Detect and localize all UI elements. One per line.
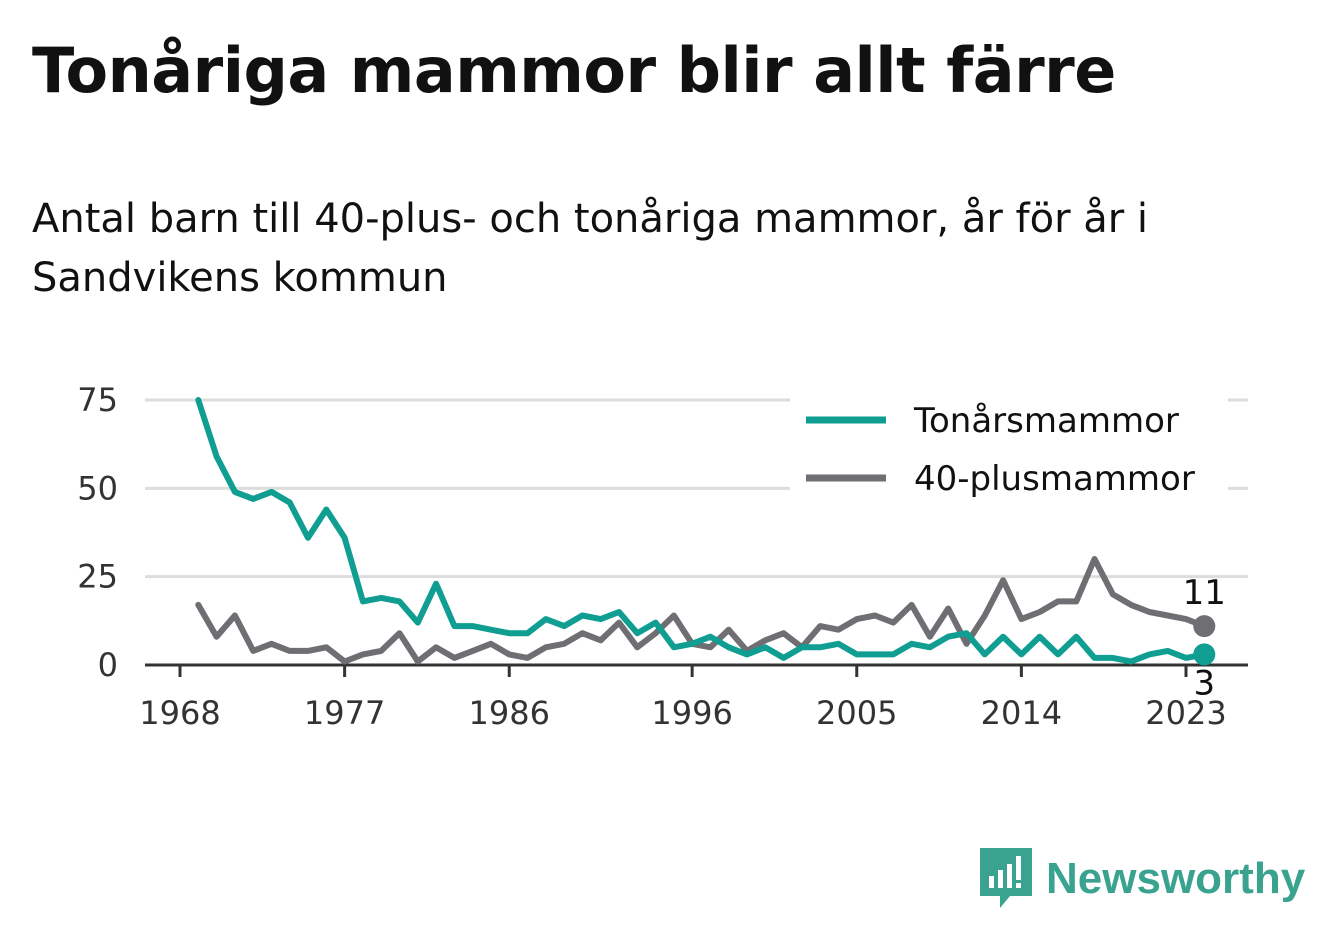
- end-markers: 3 11: [1183, 573, 1226, 703]
- chart-subtitle: Antal barn till 40-plus- och tonåriga ma…: [32, 196, 1149, 301]
- x-axis-ticks: 1968 1977 1986 1996 2005 2014 2023: [139, 665, 1227, 732]
- end-point-marker: [1193, 615, 1216, 638]
- brand-name: Newsworthy: [1046, 854, 1306, 903]
- x-tick-label: 2005: [816, 694, 897, 732]
- brand-logo: Newsworthy: [980, 848, 1305, 910]
- end-value-label: 3: [1193, 663, 1215, 703]
- legend-background: [790, 390, 1228, 512]
- x-tick-label: 1986: [469, 694, 550, 732]
- x-tick-label: 2014: [981, 694, 1062, 732]
- legend-label: 40-plusmammor: [914, 459, 1195, 499]
- end-value-label: 11: [1183, 573, 1226, 613]
- newsworthy-logo-icon: [980, 848, 1032, 908]
- line-chart: 0 25 50 75 1968 1977 1986 1996 2005 2014 2023 Ton…: [77, 381, 1248, 732]
- legend-label: Tonårsmammor: [913, 401, 1179, 441]
- y-tick-label: 50: [77, 469, 118, 507]
- x-tick-label: 2023: [1145, 694, 1226, 732]
- x-tick-label: 1977: [304, 694, 385, 732]
- series-line-40-plusmammor: [195, 556, 1208, 665]
- y-tick-label: 0: [98, 646, 118, 684]
- y-tick-label: 75: [77, 381, 118, 419]
- y-axis-ticks: 0 25 50 75: [77, 381, 118, 684]
- y-tick-label: 25: [77, 558, 118, 596]
- chart-title: Tonåriga mammor blir allt färre: [32, 34, 1116, 107]
- series-lines: [195, 397, 1208, 665]
- x-tick-label: 1996: [651, 694, 732, 732]
- x-tick-label: 1968: [139, 694, 220, 732]
- series-line-tonarsmammor: [195, 397, 1208, 665]
- end-point-marker: [1193, 643, 1216, 666]
- legend: Tonårsmammor 40-plusmammor: [790, 390, 1228, 512]
